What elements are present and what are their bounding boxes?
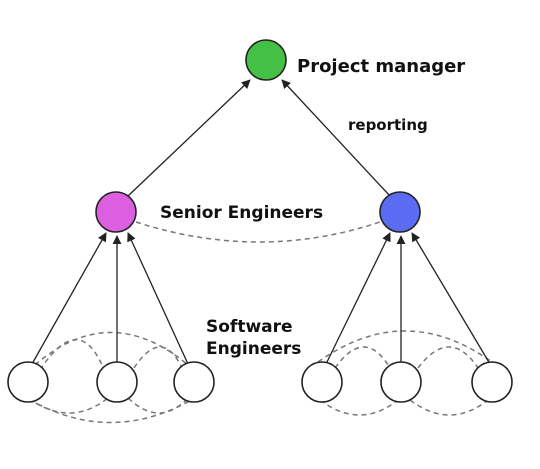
left-peer-link-upper-ab xyxy=(40,340,102,370)
label-software-line1: Software xyxy=(206,317,293,337)
software-node-left-a xyxy=(8,362,48,402)
edge-senior-left-to-manager xyxy=(128,80,250,196)
label-reporting: reporting xyxy=(348,116,428,134)
left-peer-link-lower-bc xyxy=(128,398,188,413)
software-node-right-a xyxy=(302,362,342,402)
software-node-right-b xyxy=(381,362,421,402)
senior-node-left xyxy=(96,192,136,232)
label-project-manager: Project manager xyxy=(297,56,465,77)
left-peer-link-upper-bc xyxy=(134,347,182,368)
edge-sw-left-a xyxy=(32,233,106,364)
label-senior-engineers: Senior Engineers xyxy=(160,203,323,223)
edge-sw-right-c xyxy=(412,233,490,364)
senior-peer-link xyxy=(136,222,380,242)
edge-senior-right-to-manager xyxy=(282,80,390,196)
right-peer-link-upper-ab xyxy=(335,347,390,368)
senior-node-right xyxy=(380,192,420,232)
software-node-right-c xyxy=(472,362,512,402)
software-node-left-b xyxy=(97,362,137,402)
edge-sw-right-a xyxy=(326,233,390,364)
right-peer-link-upper-bc xyxy=(418,347,478,368)
manager-node xyxy=(246,40,286,80)
software-node-left-c xyxy=(174,362,214,402)
right-peer-link-lower-ab xyxy=(320,400,398,415)
label-software-line2: Engineers xyxy=(206,339,301,359)
edge-sw-left-c xyxy=(128,233,188,364)
right-peer-link-lower-bc xyxy=(410,400,488,415)
